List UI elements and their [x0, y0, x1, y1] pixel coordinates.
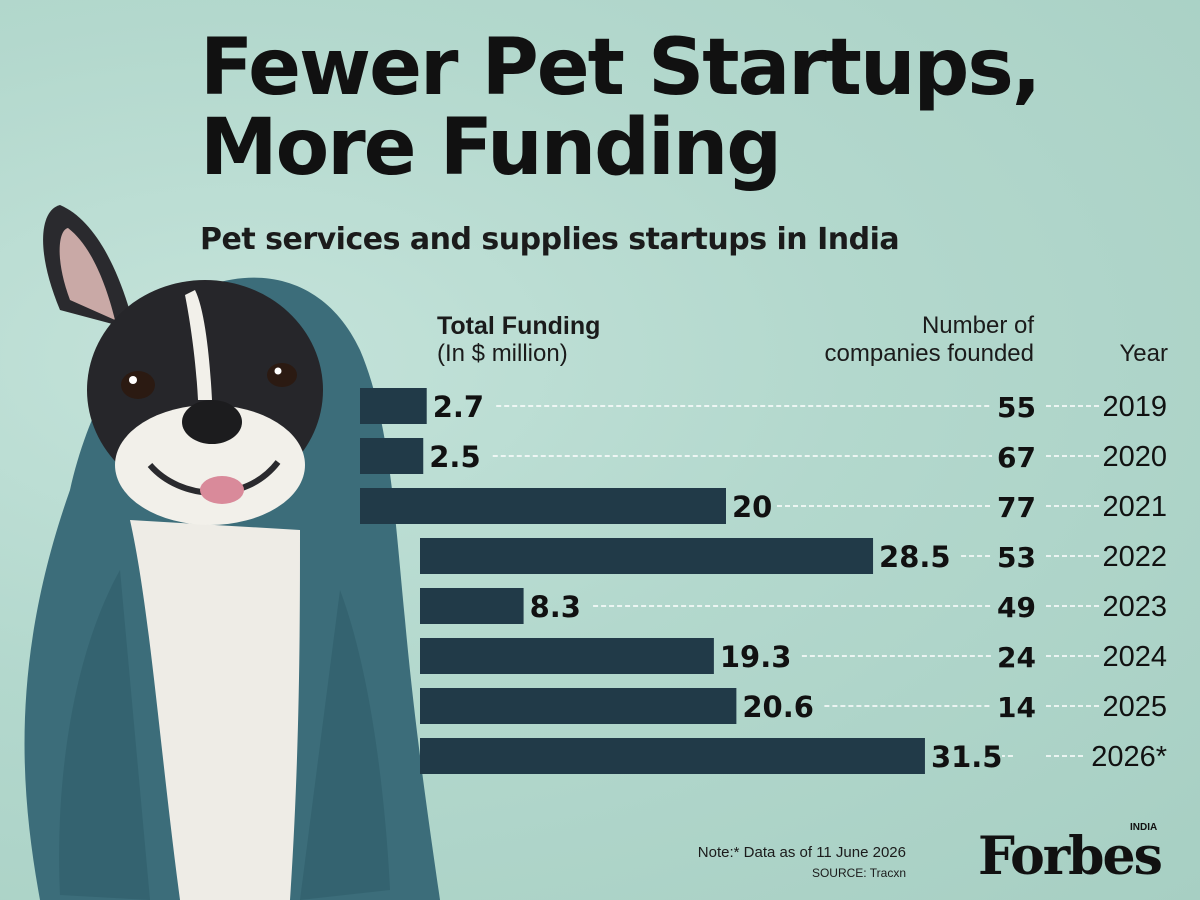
funding-value-2022: 28.5	[879, 540, 951, 574]
count-label-line-2: companies founded	[824, 340, 1034, 367]
count-value-2022: 53	[997, 541, 1036, 574]
title-line-2: More Funding	[200, 103, 782, 193]
funding-value-2020: 2.5	[429, 440, 480, 474]
funding-value-2019: 2.7	[433, 390, 484, 424]
dog-eye-right	[267, 363, 297, 387]
year-label-2024: 2024	[1102, 641, 1167, 673]
funding-unit: (In $ million)	[437, 340, 568, 367]
bar-2026*	[420, 738, 925, 774]
funding-value-2023: 8.3	[530, 590, 581, 624]
dog-illustration	[24, 205, 440, 900]
bar-2025	[420, 688, 737, 724]
logo-tag: INDIA	[1130, 822, 1158, 833]
count-value-2023: 49	[997, 591, 1036, 624]
count-column-header: Number of companies founded	[825, 312, 1034, 368]
dog-muzzle	[115, 405, 305, 525]
funding-value-2026*: 31.5	[931, 740, 1003, 774]
year-label-2021: 2021	[1102, 491, 1167, 523]
bar-2022	[420, 538, 874, 574]
title-line-1: Fewer Pet Startups,	[200, 23, 1041, 113]
bar-2019	[360, 388, 427, 424]
bar-2024	[420, 638, 714, 674]
footnote: Note:* Data as of 11 June 2026 SOURCE: T…	[698, 843, 906, 883]
year-label-2019: 2019	[1102, 391, 1167, 423]
funding-value-2024: 19.3	[720, 640, 792, 674]
page-title: Fewer Pet Startups, More Funding	[200, 23, 1041, 193]
year-label-2026*: 2026*	[1091, 741, 1167, 773]
year-column-header: Year	[1119, 340, 1169, 367]
count-value-2020: 67	[997, 441, 1036, 474]
bar-2021	[360, 488, 726, 524]
bar-2020	[360, 438, 424, 474]
year-label-2025: 2025	[1102, 691, 1167, 723]
year-label-2023: 2023	[1102, 591, 1167, 623]
funding-value-2025: 20.6	[742, 690, 814, 724]
year-label-2022: 2022	[1102, 541, 1167, 573]
bar-2023	[420, 588, 524, 624]
dog-chest	[130, 520, 300, 900]
year-label-2020: 2020	[1102, 441, 1167, 473]
funding-column-header: Total Funding (In $ million)	[437, 312, 600, 368]
count-value-2024: 24	[997, 641, 1036, 674]
count-value-2021: 77	[997, 491, 1036, 524]
funding-label: Total Funding	[437, 312, 601, 340]
dog-tongue	[200, 476, 244, 504]
count-value-2019: 55	[997, 391, 1036, 424]
count-label-line-1: Number of	[921, 312, 1034, 339]
count-value-2025: 14	[997, 691, 1036, 724]
funding-value-2021: 20	[732, 490, 772, 524]
subtitle: Pet services and supplies startups in In…	[200, 222, 900, 257]
logo-wordmark: Forbes	[978, 826, 1163, 887]
note-text: Note:* Data as of 11 June 2026	[697, 844, 906, 861]
dog-eye-left	[121, 371, 155, 399]
dog-nose	[182, 400, 242, 444]
forbes-india-logo: INDIA Forbes	[978, 822, 1168, 892]
source-text: SOURCE: Tracxn	[811, 866, 906, 880]
